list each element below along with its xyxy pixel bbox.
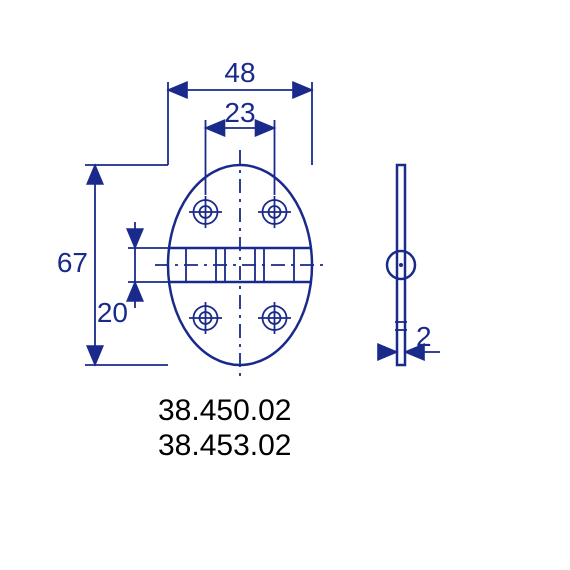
part-number-1: 38.450.02 — [158, 394, 291, 427]
hinge-technical-drawing: 48 23 67 20 — [0, 0, 570, 570]
part-number-2: 38.453.02 — [158, 429, 291, 462]
front-view — [155, 150, 325, 380]
dim-label-2: 2 — [416, 321, 432, 352]
dim-label-23: 23 — [224, 97, 255, 128]
dim-height-67: 67 — [57, 165, 168, 365]
side-view — [387, 165, 415, 365]
dim-label-20: 20 — [97, 297, 128, 328]
dim-band-20: 20 — [97, 222, 170, 328]
dim-thickness-2: 2 — [378, 321, 440, 365]
dim-label-48: 48 — [224, 57, 255, 88]
dim-label-67: 67 — [57, 247, 88, 278]
